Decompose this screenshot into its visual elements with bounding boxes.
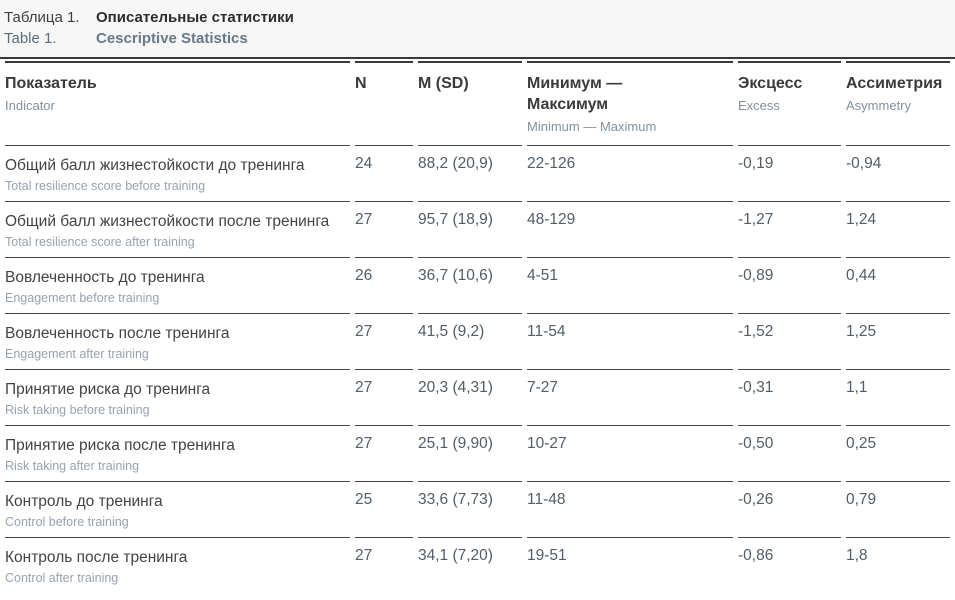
- col-header-indicator-ru: Показатель: [5, 75, 97, 92]
- indicator-ru: Общий балл жизнестойкости до тренинга: [5, 157, 305, 174]
- indicator-cell: Принятие риска после тренинга Risk takin…: [5, 425, 350, 481]
- excess-cell: -0,19: [738, 145, 841, 201]
- col-header-minmax-ru: Минимум — Максимум: [527, 75, 623, 113]
- excess-cell: -0,50: [738, 425, 841, 481]
- indicator-en: Engagement before training: [5, 291, 160, 305]
- min-max-cell: 11-48: [527, 481, 733, 537]
- table-row: Принятие риска до тренинга Risk taking b…: [5, 369, 950, 425]
- min-max-cell: 4-51: [527, 257, 733, 313]
- indicator-cell: Контроль до тренинга Control before trai…: [5, 481, 350, 537]
- excess-cell: -0,26: [738, 481, 841, 537]
- asymmetry-cell: 0,25: [846, 425, 950, 481]
- table-row: Общий балл жизнестойкости до тренинга To…: [5, 145, 950, 201]
- indicator-ru: Принятие риска после тренинга: [5, 437, 235, 454]
- indicator-cell: Контроль после тренинга Control after tr…: [5, 537, 350, 593]
- indicator-cell: Принятие риска до тренинга Risk taking b…: [5, 369, 350, 425]
- indicator-en: Control before training: [5, 515, 129, 529]
- indicator-ru: Вовлеченность до тренинга: [5, 269, 205, 286]
- min-max-cell: 22-126: [527, 145, 733, 201]
- indicator-ru: Общий балл жизнестойкости после тренинга: [5, 213, 330, 230]
- m-sd-cell: 34,1 (7,20): [418, 537, 522, 593]
- excess-cell: -0,86: [738, 537, 841, 593]
- table-row: Общий балл жизнестойкости после тренинга…: [5, 201, 950, 257]
- col-header-asymmetry: Ассиметрия Asymmetry: [846, 61, 950, 145]
- table-row: Контроль до тренинга Control before trai…: [5, 481, 950, 537]
- col-header-excess: Эксцесс Excess: [738, 61, 841, 145]
- col-header-minmax-en: Minimum — Maximum: [527, 119, 657, 134]
- excess-cell: -1,52: [738, 313, 841, 369]
- indicator-ru: Вовлеченность после тренинга: [5, 325, 230, 342]
- indicator-cell: Общий балл жизнестойкости до тренинга To…: [5, 145, 350, 201]
- caption-title-en: Cescriptive Statistics: [96, 30, 248, 47]
- asymmetry-cell: 1,25: [846, 313, 950, 369]
- min-max-cell: 48-129: [527, 201, 733, 257]
- indicator-cell: Вовлеченность до тренинга Engagement bef…: [5, 257, 350, 313]
- col-header-excess-en: Excess: [738, 98, 780, 113]
- asymmetry-cell: 0,44: [846, 257, 950, 313]
- indicator-cell: Общий балл жизнестойкости после тренинга…: [5, 201, 350, 257]
- n-cell: 24: [355, 145, 413, 201]
- asymmetry-cell: 1,1: [846, 369, 950, 425]
- min-max-cell: 11-54: [527, 313, 733, 369]
- min-max-cell: 10-27: [527, 425, 733, 481]
- m-sd-cell: 36,7 (10,6): [418, 257, 522, 313]
- indicator-ru: Принятие риска до тренинга: [5, 381, 211, 398]
- caption-label-en: Table 1.: [4, 30, 57, 47]
- n-cell: 25: [355, 481, 413, 537]
- indicator-ru: Контроль после тренинга: [5, 549, 188, 566]
- table-row: Вовлеченность после тренинга Engagement …: [5, 313, 950, 369]
- indicator-cell: Вовлеченность после тренинга Engagement …: [5, 313, 350, 369]
- asymmetry-cell: 1,24: [846, 201, 950, 257]
- table-caption: Таблица 1. Описательные статистики Table …: [0, 0, 955, 59]
- excess-cell: -0,89: [738, 257, 841, 313]
- m-sd-cell: 95,7 (18,9): [418, 201, 522, 257]
- min-max-cell: 19-51: [527, 537, 733, 593]
- m-sd-cell: 25,1 (9,90): [418, 425, 522, 481]
- col-header-indicator-en: Indicator: [5, 98, 55, 113]
- caption-title-ru: Описательные статистики: [96, 9, 294, 26]
- indicator-en: Total resilience score before training: [5, 179, 206, 193]
- m-sd-cell: 41,5 (9,2): [418, 313, 522, 369]
- excess-cell: -1,27: [738, 201, 841, 257]
- col-header-asymmetry-ru: Ассиметрия: [846, 75, 943, 92]
- indicator-en: Engagement after training: [5, 347, 149, 361]
- col-header-msd-ru: M (SD): [418, 75, 469, 92]
- indicator-ru: Контроль до тренинга: [5, 493, 163, 510]
- excess-cell: -0,31: [738, 369, 841, 425]
- descriptive-statistics-table: Показатель Indicator N M (SD) Минимум — …: [0, 61, 955, 593]
- m-sd-cell: 88,2 (20,9): [418, 145, 522, 201]
- n-cell: 27: [355, 369, 413, 425]
- n-cell: 27: [355, 313, 413, 369]
- min-max-cell: 7-27: [527, 369, 733, 425]
- n-cell: 26: [355, 257, 413, 313]
- indicator-en: Risk taking before training: [5, 403, 150, 417]
- header-row: Показатель Indicator N M (SD) Минимум — …: [5, 61, 950, 145]
- col-header-msd: M (SD): [418, 61, 522, 145]
- table-row: Принятие риска после тренинга Risk takin…: [5, 425, 950, 481]
- n-cell: 27: [355, 201, 413, 257]
- col-header-indicator: Показатель Indicator: [5, 61, 350, 145]
- n-cell: 27: [355, 425, 413, 481]
- m-sd-cell: 33,6 (7,73): [418, 481, 522, 537]
- asymmetry-cell: -0,94: [846, 145, 950, 201]
- n-cell: 27: [355, 537, 413, 593]
- col-header-minmax: Минимум — Максимум Minimum — Maximum: [527, 61, 733, 145]
- indicator-en: Total resilience score after training: [5, 235, 195, 249]
- caption-label-ru: Таблица 1.: [4, 9, 80, 26]
- col-header-excess-ru: Эксцесс: [738, 75, 803, 92]
- asymmetry-cell: 1,8: [846, 537, 950, 593]
- col-header-n-ru: N: [355, 75, 367, 92]
- col-header-asymmetry-en: Asymmetry: [846, 98, 911, 113]
- caption-line-en: Table 1. Cescriptive Statistics: [4, 28, 945, 49]
- table-row: Вовлеченность до тренинга Engagement bef…: [5, 257, 950, 313]
- asymmetry-cell: 0,79: [846, 481, 950, 537]
- caption-line-ru: Таблица 1. Описательные статистики: [4, 7, 945, 28]
- indicator-en: Risk taking after training: [5, 459, 140, 473]
- indicator-en: Control after training: [5, 571, 119, 585]
- m-sd-cell: 20,3 (4,31): [418, 369, 522, 425]
- table-row: Контроль после тренинга Control after tr…: [5, 537, 950, 593]
- col-header-n: N: [355, 61, 413, 145]
